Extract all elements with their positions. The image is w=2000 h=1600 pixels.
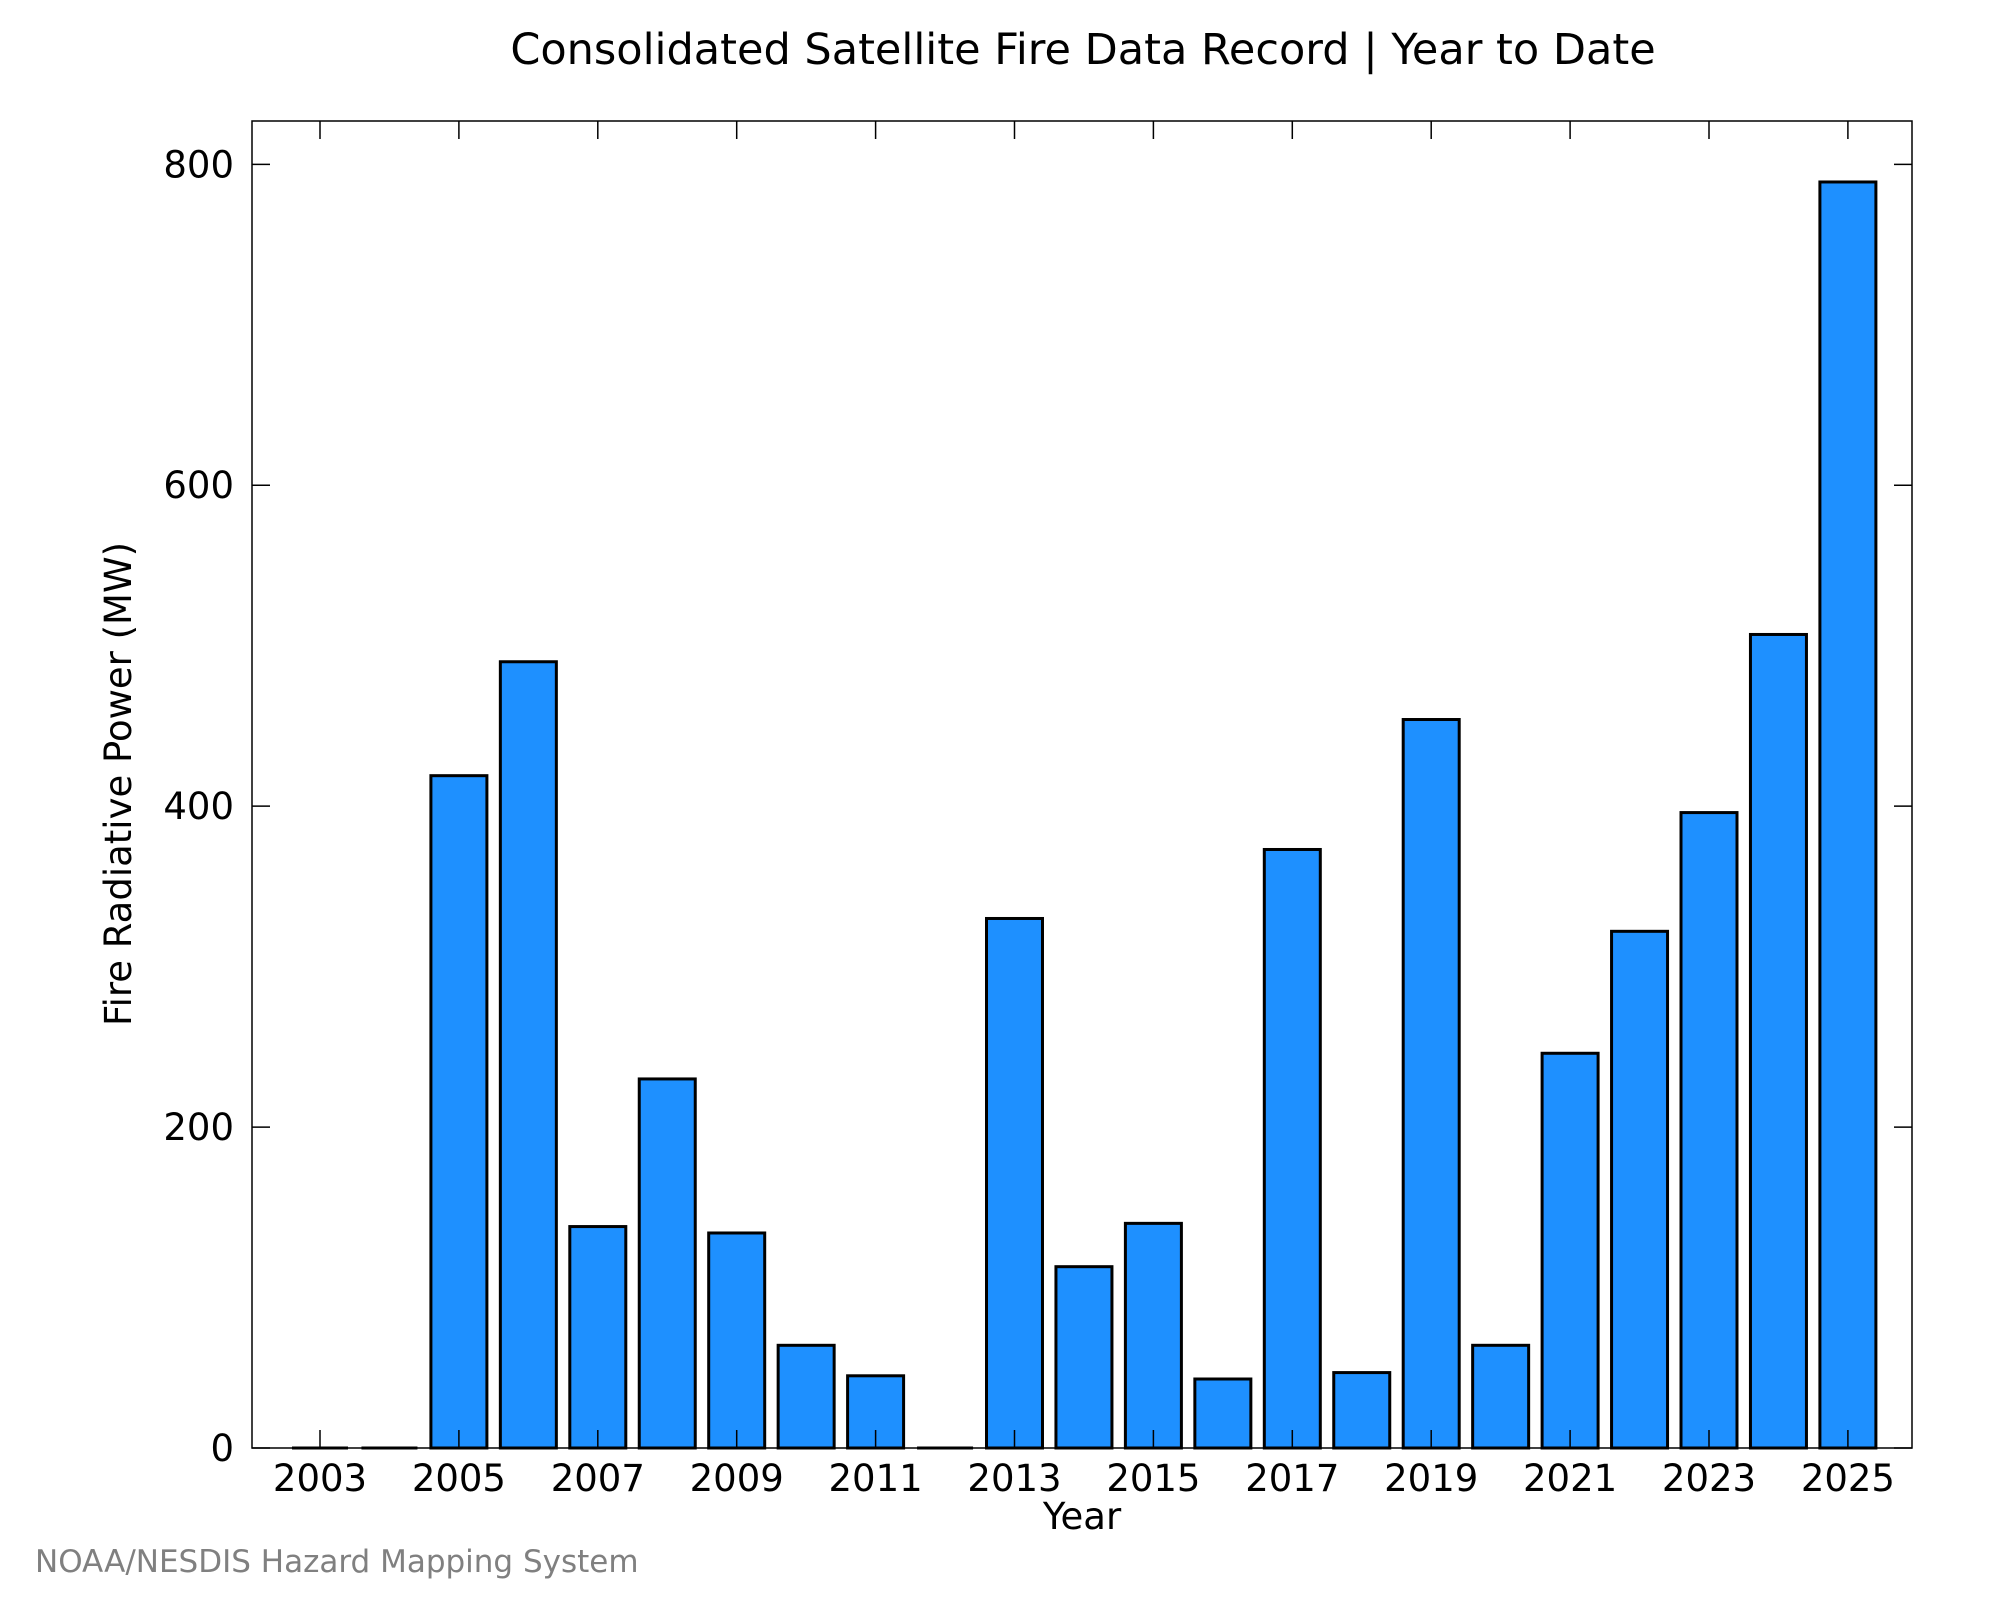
x-axis-label: Year	[1042, 1495, 1122, 1538]
x-tick-label-2015: 2015	[1106, 1457, 1200, 1500]
x-tick-label-2019: 2019	[1384, 1457, 1478, 1500]
y-tick-label-0: 0	[210, 1427, 234, 1470]
x-tick-labels: 2003 2005 2007 2009 2011 2013 2015 2017 2019 2021…	[273, 1457, 1895, 1500]
source-credit: NOAA/NESDIS Hazard Mapping System	[35, 1544, 639, 1580]
y-tick-label-600: 600	[163, 464, 234, 507]
x-tick-label-2011: 2011	[829, 1457, 923, 1500]
plot-frame	[251, 120, 1913, 1449]
bar-2009	[707, 1231, 767, 1450]
y-axis-label: Fire Radiative Power (MW)	[97, 542, 140, 1026]
x-tick-label-2021: 2021	[1523, 1457, 1617, 1500]
bar-2015	[1123, 1221, 1183, 1450]
chart-title: Consolidated Satellite Fire Data Record …	[510, 25, 1655, 75]
bar-series	[292, 180, 1878, 1450]
x-tick-label-2005: 2005	[412, 1457, 506, 1500]
x-tick-label-2013: 2013	[967, 1457, 1061, 1500]
bar-2007	[568, 1225, 628, 1450]
x-tick-label-2023: 2023	[1662, 1457, 1756, 1500]
axis-ticks	[252, 121, 1912, 1449]
bar-2019	[1401, 718, 1461, 1450]
x-tick-label-2009: 2009	[690, 1457, 784, 1500]
bar-2023	[1679, 811, 1739, 1450]
bar-2005	[429, 774, 489, 1450]
y-tick-label-400: 400	[163, 785, 234, 828]
bar-2013	[985, 916, 1044, 1450]
bar-2024	[1748, 632, 1808, 1450]
bar-2021	[1540, 1051, 1600, 1450]
bar-2016	[1193, 1377, 1253, 1450]
y-tick-label-200: 200	[163, 1106, 234, 1149]
x-tick-label-2003: 2003	[273, 1457, 367, 1500]
y-tick-labels: 0 200 400 600 800	[163, 143, 234, 1470]
bar-2022	[1610, 929, 1670, 1450]
x-tick-label-2017: 2017	[1245, 1457, 1339, 1500]
bar-2017	[1262, 847, 1322, 1450]
x-tick-label-2007: 2007	[551, 1457, 645, 1500]
y-tick-label-800: 800	[163, 143, 234, 186]
bar-2006	[498, 660, 558, 1450]
bar-2010	[776, 1343, 836, 1450]
bar-2018	[1332, 1371, 1392, 1450]
x-tick-label-2025: 2025	[1801, 1457, 1895, 1500]
bar-2020	[1471, 1343, 1531, 1450]
bar-2014	[1054, 1265, 1114, 1450]
bar-2008	[637, 1077, 697, 1450]
bar-2025	[1818, 180, 1878, 1450]
